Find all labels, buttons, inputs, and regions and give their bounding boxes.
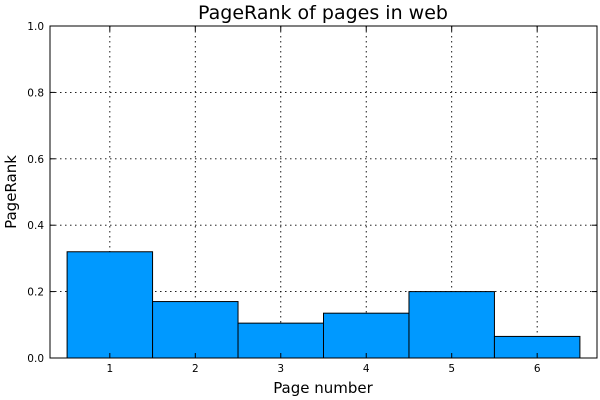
x-axis-label: Page number [273,379,373,397]
y-tick-label: 0.6 [27,154,44,166]
x-tick-label: 5 [448,363,455,375]
plot-frame [49,25,598,359]
chart-title: PageRank of pages in web [198,2,448,24]
x-tick-label: 4 [363,363,370,375]
x-tick-label: 6 [534,363,541,375]
y-tick-label: 0.8 [27,87,44,99]
y-axis-label: PageRank [2,155,20,229]
bar-page-3 [237,322,324,359]
x-tick-labels: 1 2 3 4 5 6 [106,363,540,375]
y-tick-label: 0.4 [27,220,44,232]
y-tick-label: 1.0 [27,21,44,33]
bar-page-4 [323,312,410,359]
ticks [50,25,597,359]
bar-page-5 [408,291,495,359]
bar-page-2 [152,301,239,359]
bar-page-1 [66,251,154,359]
y-tick-labels: 0.0 0.2 0.4 0.6 0.8 1.0 [27,21,44,365]
x-tick-label: 1 [106,363,113,375]
bars [66,251,581,359]
x-tick-label: 2 [192,363,199,375]
y-tick-label: 0.0 [27,353,44,365]
x-tick-label: 3 [277,363,284,375]
y-tick-label: 0.2 [27,287,44,299]
